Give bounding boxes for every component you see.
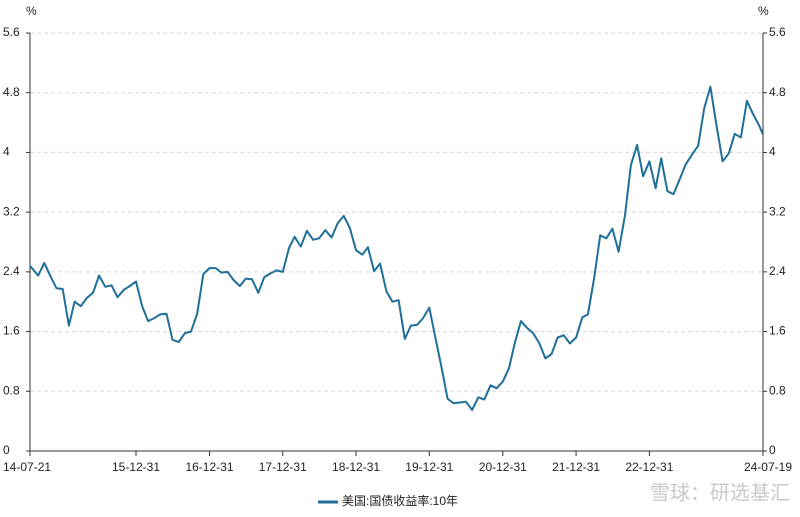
y2-tick-label: 4.8	[769, 85, 786, 99]
x-tick-label: 17-12-31	[259, 460, 307, 474]
y2-tick-label: 0.8	[769, 383, 786, 397]
x-tick-label: 15-12-31	[112, 460, 160, 474]
legend-label: 美国:国债收益率:10年	[342, 493, 458, 508]
y2-axis-unit: %	[758, 4, 769, 18]
watermark: 雪球：研选基汇	[650, 481, 790, 504]
x-tick-label: 22-12-31	[625, 460, 673, 474]
x-tick-label: 24-07-19	[744, 460, 792, 474]
x-tick-label: 19-12-31	[405, 460, 453, 474]
y-tick-label: 1.6	[3, 324, 20, 338]
y-tick-label: 0.8	[3, 383, 20, 397]
x-tick-label: 18-12-31	[332, 460, 380, 474]
x-tick-label: 16-12-31	[185, 460, 233, 474]
x-tick-label: 21-12-31	[552, 460, 600, 474]
y-tick-label: 4	[3, 145, 10, 159]
data-line	[29, 85, 764, 411]
y-tick-label: 0	[3, 443, 10, 457]
y2-tick-label: 0	[769, 443, 776, 457]
y2-tick-label: 2.4	[769, 264, 786, 278]
y2-tick-label: 3.2	[769, 204, 786, 218]
y-tick-label: 5.6	[3, 25, 20, 39]
y-tick-label: 4.8	[3, 85, 20, 99]
y2-tick-label: 5.6	[769, 25, 786, 39]
y-tick-label: 2.4	[3, 264, 20, 278]
x-tick-label: 20-12-31	[479, 460, 527, 474]
y-axis-unit: %	[26, 4, 37, 18]
y2-tick-label: 1.6	[769, 324, 786, 338]
y2-tick-label: 4	[769, 145, 776, 159]
x-tick-label: 14-07-21	[3, 460, 51, 474]
y-tick-label: 3.2	[3, 204, 20, 218]
